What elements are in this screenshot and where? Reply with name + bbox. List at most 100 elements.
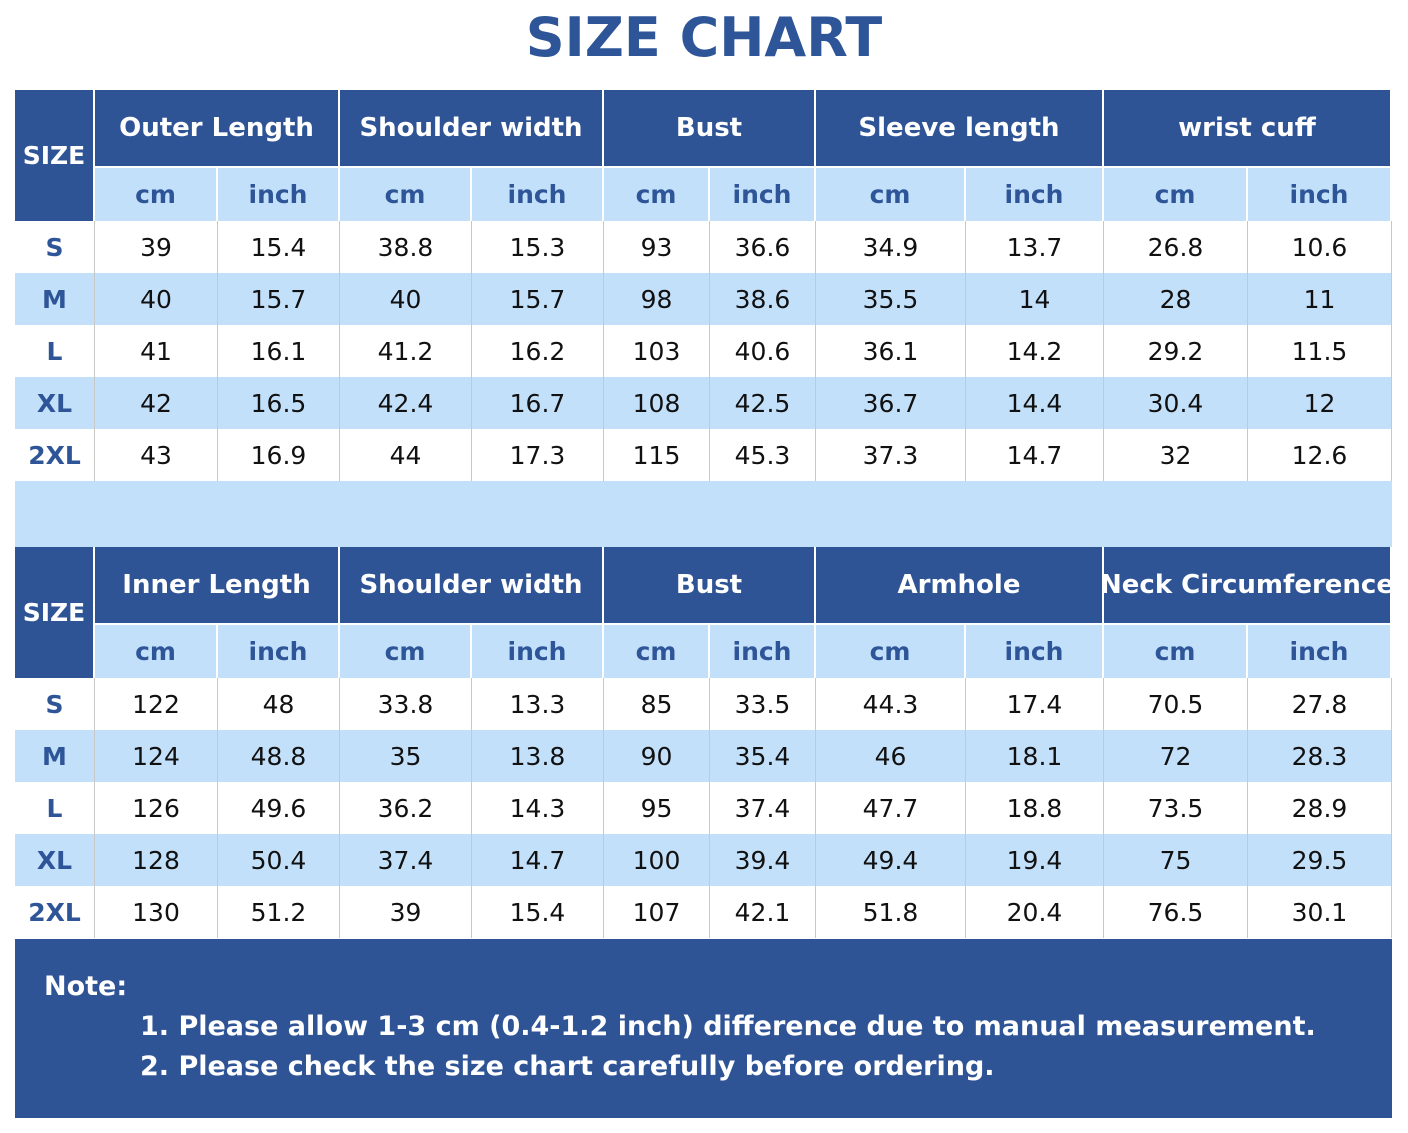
table-cell: 35.4 — [710, 730, 816, 782]
size-header: SIZE — [15, 547, 95, 678]
table-cell: 37.4 — [710, 782, 816, 834]
table-cell: 108 — [604, 377, 710, 429]
size-label: XL — [15, 834, 95, 886]
table-cell: 14.7 — [472, 834, 604, 886]
table-cell: 76.5 — [1104, 886, 1248, 938]
table-cell: 49.4 — [816, 834, 966, 886]
table-cell: 18.8 — [966, 782, 1104, 834]
table-cell: 107 — [604, 886, 710, 938]
group-header: Outer Length — [95, 90, 340, 168]
table-cell: 38.8 — [340, 221, 472, 273]
table-cell: 122 — [95, 678, 218, 730]
table-cell: 15.7 — [218, 273, 340, 325]
table-cell: 48.8 — [218, 730, 340, 782]
table-cell: 47.7 — [816, 782, 966, 834]
note-line: 2. Please check the size chart carefully… — [140, 1051, 995, 1082]
table-cell: 44.3 — [816, 678, 966, 730]
table-cell: 18.1 — [966, 730, 1104, 782]
group-header: Armhole — [816, 547, 1104, 625]
table-cell: 11 — [1248, 273, 1392, 325]
size-label: M — [15, 273, 95, 325]
table-cell: 51.2 — [218, 886, 340, 938]
group-header: Neck Circumference — [1100, 547, 1394, 625]
size-label: M — [15, 730, 95, 782]
unit-header: cm — [95, 168, 218, 221]
table-cell: 98 — [604, 273, 710, 325]
unit-header: cm — [340, 168, 472, 221]
note-line: 1. Please allow 1-3 cm (0.4-1.2 inch) di… — [140, 1011, 1316, 1042]
unit-header: inch — [218, 168, 340, 221]
unit-header: inch — [1248, 168, 1392, 221]
table-cell: 36.2 — [340, 782, 472, 834]
table-cell: 40.6 — [710, 325, 816, 377]
table-cell: 29.5 — [1248, 834, 1392, 886]
group-header: Bust — [604, 547, 816, 625]
size-label: 2XL — [15, 429, 95, 481]
table-cell: 90 — [604, 730, 710, 782]
table-cell: 38.6 — [710, 273, 816, 325]
table-cell: 36.7 — [816, 377, 966, 429]
table-cell: 17.4 — [966, 678, 1104, 730]
table-cell: 45.3 — [710, 429, 816, 481]
table-cell: 32 — [1104, 429, 1248, 481]
unit-header: inch — [710, 168, 816, 221]
table-cell: 14.3 — [472, 782, 604, 834]
size-label: S — [15, 678, 95, 730]
unit-header: inch — [966, 625, 1104, 678]
separator-band — [15, 481, 1392, 547]
group-header: Bust — [604, 90, 816, 168]
table-cell: 73.5 — [1104, 782, 1248, 834]
unit-header: cm — [816, 168, 966, 221]
table-cell: 39 — [95, 221, 218, 273]
size-label: 2XL — [15, 886, 95, 938]
table-cell: 124 — [95, 730, 218, 782]
table-cell: 29.2 — [1104, 325, 1248, 377]
table-cell: 15.3 — [472, 221, 604, 273]
table-cell: 28 — [1104, 273, 1248, 325]
table-cell: 16.9 — [218, 429, 340, 481]
table-cell: 13.7 — [966, 221, 1104, 273]
table-cell: 27.8 — [1248, 678, 1392, 730]
table-cell: 13.3 — [472, 678, 604, 730]
table-cell: 30.1 — [1248, 886, 1392, 938]
table-cell: 40 — [95, 273, 218, 325]
table-cell: 16.5 — [218, 377, 340, 429]
table-cell: 35.5 — [816, 273, 966, 325]
unit-header: cm — [604, 625, 710, 678]
table-cell: 49.6 — [218, 782, 340, 834]
note-label: Note: — [44, 971, 128, 1002]
table-cell: 100 — [604, 834, 710, 886]
table-cell: 33.5 — [710, 678, 816, 730]
table-cell: 33.8 — [340, 678, 472, 730]
table-cell: 15.4 — [472, 886, 604, 938]
table-cell: 36.1 — [816, 325, 966, 377]
unit-header: cm — [95, 625, 218, 678]
table-cell: 51.8 — [816, 886, 966, 938]
table-cell: 50.4 — [218, 834, 340, 886]
title: SIZE CHART — [525, 6, 883, 69]
group-header: wrist cuff — [1104, 90, 1392, 168]
table-cell: 41 — [95, 325, 218, 377]
table-cell: 28.3 — [1248, 730, 1392, 782]
table-cell: 15.4 — [218, 221, 340, 273]
table-cell: 12 — [1248, 377, 1392, 429]
table-cell: 14.4 — [966, 377, 1104, 429]
table-cell: 41.2 — [340, 325, 472, 377]
table-cell: 26.8 — [1104, 221, 1248, 273]
table-cell: 72 — [1104, 730, 1248, 782]
table-cell: 85 — [604, 678, 710, 730]
table-cell: 103 — [604, 325, 710, 377]
size-label: S — [15, 221, 95, 273]
table-cell: 14.7 — [966, 429, 1104, 481]
table-cell: 46 — [816, 730, 966, 782]
table-cell: 28.9 — [1248, 782, 1392, 834]
unit-header: cm — [604, 168, 710, 221]
table-cell: 14 — [966, 273, 1104, 325]
size-header: SIZE — [15, 90, 95, 221]
table-cell: 48 — [218, 678, 340, 730]
table-cell: 36.6 — [710, 221, 816, 273]
table-cell: 34.9 — [816, 221, 966, 273]
table-cell: 95 — [604, 782, 710, 834]
note-box: Note: 1. Please allow 1-3 cm (0.4-1.2 in… — [15, 939, 1392, 1118]
